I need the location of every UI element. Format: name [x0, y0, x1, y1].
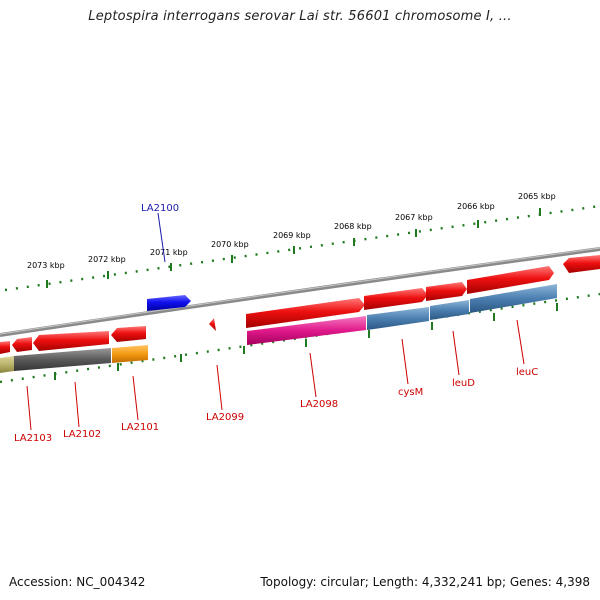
gene-arrow[interactable]: [12, 337, 32, 352]
feature-bar: [14, 348, 111, 371]
gene-label[interactable]: leuC: [516, 367, 538, 378]
accession-text: Accession: NC_004342: [9, 575, 146, 589]
gene-label[interactable]: leuD: [452, 378, 475, 389]
gene-arrow[interactable]: [426, 282, 467, 301]
gene-arrow[interactable]: [563, 255, 600, 273]
gene-arrow[interactable]: [467, 266, 554, 294]
scale-label: 2073 kbp: [27, 261, 65, 270]
chromosome-backbone-highlight: [0, 247, 600, 335]
feature-bar: [470, 284, 557, 313]
gene-label[interactable]: cysM: [398, 387, 423, 398]
gene-label-highlighted[interactable]: LA2100: [141, 203, 179, 214]
scale-label: 2066 kbp: [457, 202, 495, 211]
gene-label[interactable]: LA2102: [63, 429, 101, 440]
scale-label: 2067 kbp: [395, 213, 433, 222]
gene-arrow[interactable]: [111, 326, 146, 342]
scale-label: 2069 kbp: [273, 231, 311, 240]
feature-bar: [367, 307, 429, 330]
gene-arrow[interactable]: [209, 318, 216, 331]
scale-label: 2072 kbp: [88, 255, 126, 264]
label-leader-lines: [26, 319, 525, 431]
gene-label[interactable]: LA2101: [121, 422, 159, 433]
scale-label: 2070 kbp: [211, 240, 249, 249]
feature-bar: [430, 300, 469, 320]
lower-scale-major-ticks: [54, 303, 558, 380]
topology-text: Topology: circular; Length: 4,332,241 bp…: [260, 575, 590, 589]
chromosome-backbone: [0, 247, 600, 337]
gene-label[interactable]: LA2098: [300, 399, 338, 410]
label-leader-line-highlighted: [157, 212, 166, 263]
gene-arrow[interactable]: [0, 341, 10, 354]
gene-label[interactable]: LA2103: [14, 433, 52, 444]
upper-scale-dots: [4, 204, 600, 292]
gene-label[interactable]: LA2099: [206, 412, 244, 423]
feature-bar: [247, 316, 366, 345]
gene-arrow[interactable]: [246, 298, 365, 328]
map-title: Leptospira interrogans serovar Lai str. …: [88, 9, 512, 24]
gene-arrow-highlighted[interactable]: [147, 295, 191, 311]
scale-label: 2065 kbp: [518, 192, 556, 201]
feature-bar: [0, 356, 14, 373]
upper-scale-major-ticks: [46, 208, 541, 288]
scale-label: 2068 kbp: [334, 222, 372, 231]
scale-label: 2071 kbp: [150, 248, 188, 257]
gene-arrow[interactable]: [364, 288, 428, 310]
gene-arrow[interactable]: [33, 331, 109, 351]
feature-bar: [112, 345, 148, 363]
